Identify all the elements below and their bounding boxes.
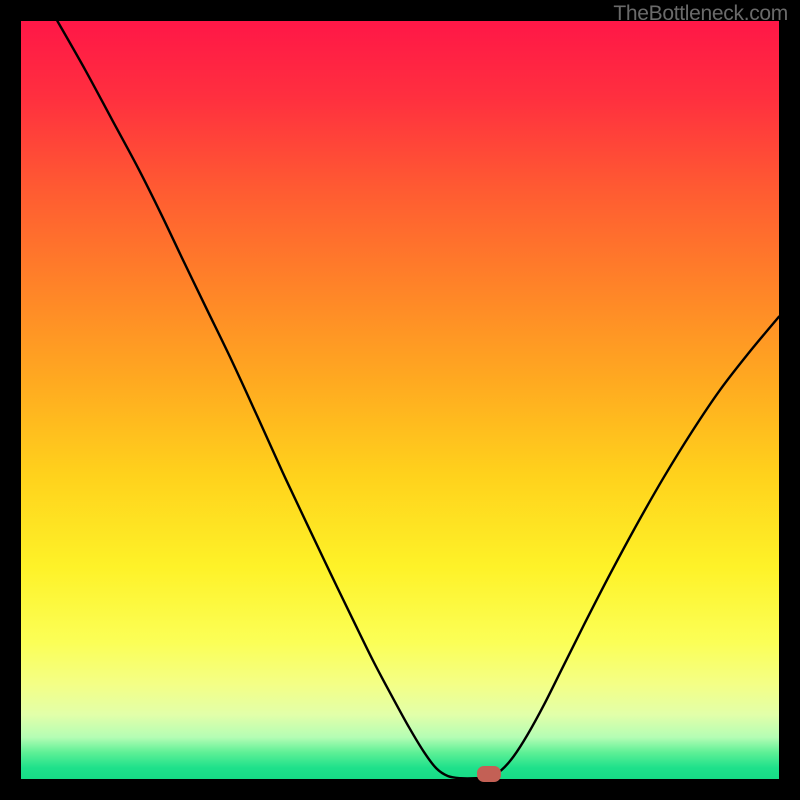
bottleneck-curve (21, 21, 779, 779)
watermark-text: TheBottleneck.com (613, 2, 788, 26)
chart-frame: TheBottleneck.com (0, 0, 800, 800)
optimal-point-marker (477, 766, 501, 782)
plot-area (21, 21, 779, 779)
